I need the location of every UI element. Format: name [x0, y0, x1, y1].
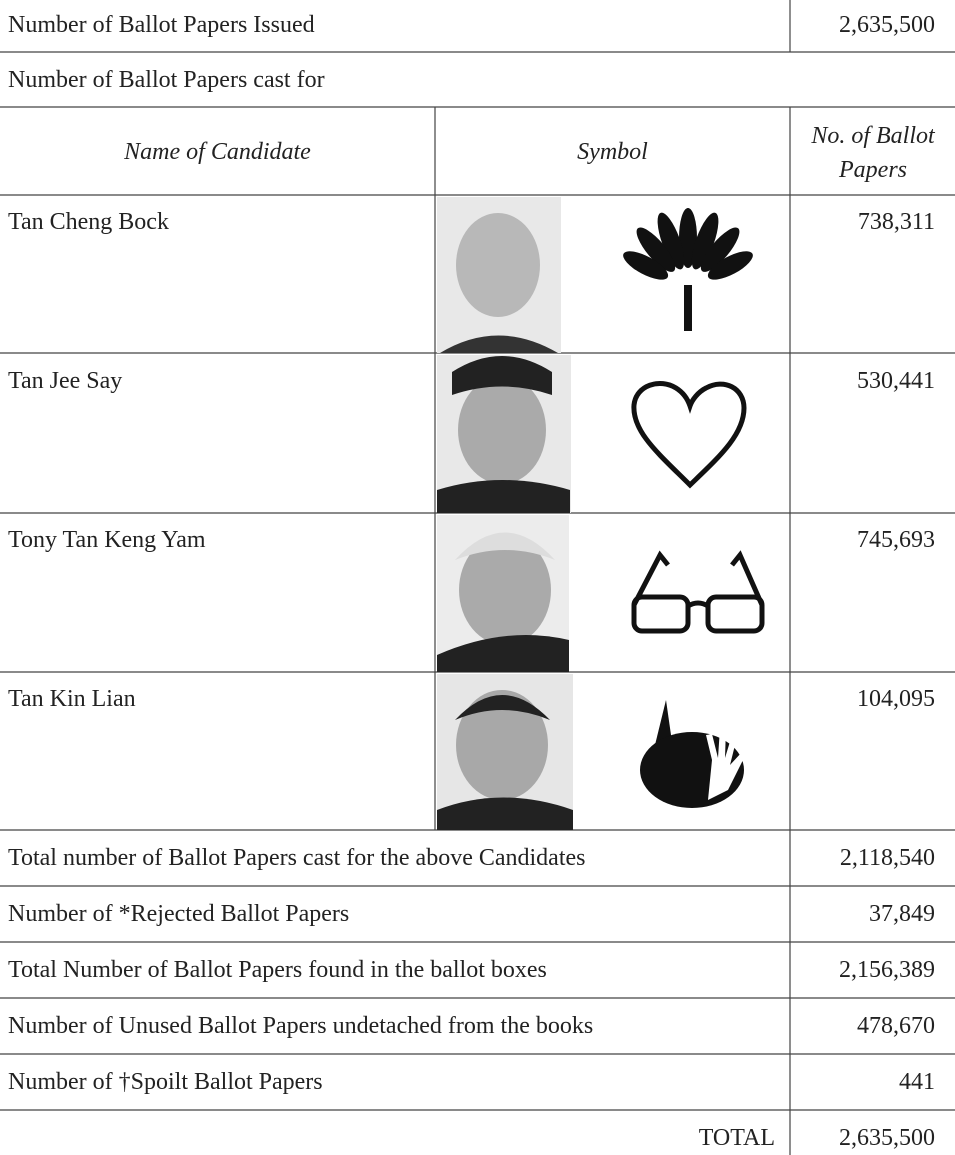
symbol-speech: [640, 700, 745, 808]
candidate-votes: 738,311: [858, 208, 935, 236]
symbol-tree: [619, 208, 756, 331]
photo: [437, 197, 561, 353]
photo: [437, 355, 571, 513]
header: Symbol: [435, 138, 790, 166]
summary-value: 441: [899, 1068, 935, 1096]
total-label: TOTAL: [699, 1124, 775, 1152]
candidate-name: Tan Cheng Bock: [8, 208, 169, 236]
candidate-votes: 745,693: [857, 526, 935, 554]
summary-value: 2,118,540: [840, 844, 935, 872]
candidate-votes: 104,095: [857, 685, 935, 713]
summary-label: Number of Unused Ballot Papers undetache…: [8, 1012, 593, 1040]
summary-label: Number of *Rejected Ballot Papers: [8, 900, 349, 928]
candidate-votes: 530,441: [857, 367, 935, 395]
photo: [437, 515, 569, 672]
symbol-heart: [634, 383, 744, 485]
issued-value: 2,635,500: [839, 11, 935, 39]
header: Name of Candidate: [0, 138, 435, 166]
cast-for-label: Number of Ballot Papers cast for: [8, 66, 325, 94]
candidate-name: Tan Kin Lian: [8, 685, 136, 713]
issued-label: Number of Ballot Papers Issued: [8, 11, 315, 39]
summary-label: Total Number of Ballot Papers found in t…: [8, 956, 547, 984]
summary-value: 478,670: [857, 1012, 935, 1040]
page: Number of Ballot Papers Issued 2,635,500…: [0, 0, 955, 1155]
summary-label: Number of †Spoilt Ballot Papers: [8, 1068, 323, 1096]
symbol-glasses: [634, 555, 762, 631]
summary-label: Total number of Ballot Papers cast for t…: [8, 844, 586, 872]
photo: [437, 674, 573, 830]
total-value: 2,635,500: [839, 1124, 935, 1152]
summary-value: 37,849: [869, 900, 935, 928]
candidate-name: Tan Jee Say: [8, 367, 122, 395]
candidate-name: Tony Tan Keng Yam: [8, 526, 206, 554]
header: No. of Ballot Papers: [798, 119, 948, 187]
summary-value: 2,156,389: [839, 956, 935, 984]
